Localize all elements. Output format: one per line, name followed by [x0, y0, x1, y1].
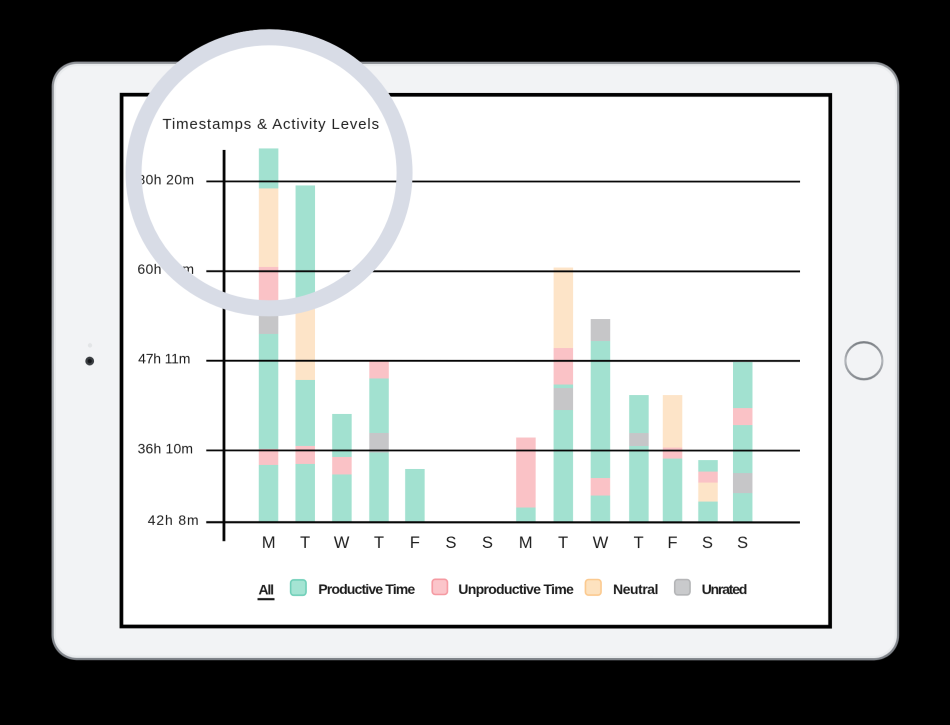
svg-text:W: W — [593, 534, 609, 552]
svg-text:M: M — [519, 534, 533, 552]
svg-text:Unrated: Unrated — [702, 581, 748, 597]
svg-text:All: All — [258, 581, 274, 597]
svg-text:S: S — [702, 534, 713, 552]
svg-text:36h 10m: 36h 10m — [138, 440, 194, 456]
svg-text:T: T — [558, 534, 568, 552]
svg-text:F: F — [410, 534, 420, 552]
svg-text:F: F — [667, 534, 677, 552]
svg-text:W: W — [334, 534, 350, 552]
svg-text:S: S — [737, 534, 748, 552]
svg-text:T: T — [300, 534, 310, 552]
svg-text:47h 11m: 47h 11m — [138, 350, 190, 366]
svg-text:T: T — [634, 534, 644, 552]
svg-text:T: T — [374, 534, 384, 552]
svg-text:80h 20m: 80h 20m — [137, 171, 194, 187]
svg-text:Productive Time: Productive Time — [318, 581, 415, 597]
svg-text:S: S — [482, 534, 493, 552]
svg-text:M: M — [262, 534, 276, 552]
svg-text:Timestamps & Activity Levels: Timestamps & Activity Levels — [162, 116, 379, 133]
svg-text:42h 8m: 42h 8m — [148, 512, 199, 528]
svg-text:S: S — [445, 534, 456, 552]
svg-text:Neutral: Neutral — [613, 581, 658, 597]
svg-text:Unproductive Time: Unproductive Time — [458, 581, 574, 597]
